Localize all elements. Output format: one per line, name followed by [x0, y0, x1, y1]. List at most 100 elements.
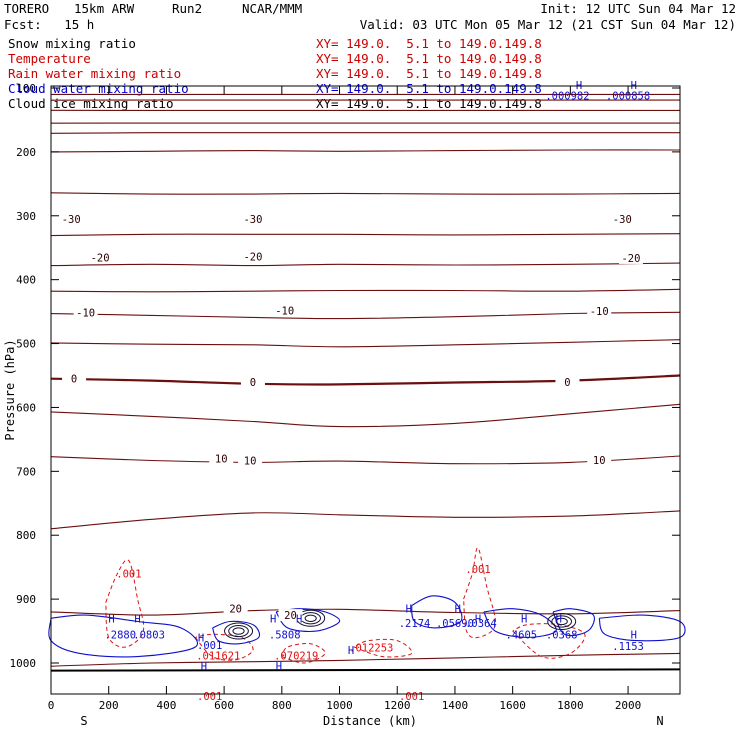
- high-marker: H: [270, 613, 276, 625]
- temperature-contour: [50, 608, 681, 616]
- high-marker: H: [348, 645, 354, 657]
- rain-label: .012253: [349, 643, 393, 655]
- y-tick-label: 500: [16, 338, 36, 351]
- x-tick-label: 0: [48, 699, 55, 712]
- temperature-label-bg: [238, 454, 263, 467]
- temperature-label-bg: [88, 251, 113, 264]
- cloud-core-ring: [547, 612, 577, 630]
- x-tick-label: 1200: [384, 699, 411, 712]
- temperature-contour: [50, 288, 681, 293]
- cloud-core-ring: [555, 617, 568, 626]
- cloud-water-label: .4605: [506, 629, 538, 641]
- temperature-label: -20: [243, 252, 262, 264]
- legend-cloudwater-name: Cloud water mixing ratio: [8, 81, 189, 96]
- cloud-core-ring: [224, 622, 254, 640]
- cloud-core-ring: [551, 615, 573, 628]
- temperature-label-bg: [278, 609, 303, 622]
- temperature-label: -30: [62, 214, 81, 226]
- temperature-label-bg: [587, 453, 612, 466]
- cloud-water-label: .000982: [545, 91, 589, 103]
- x-tick-label: 800: [272, 699, 292, 712]
- temperature-label: 10: [215, 454, 228, 466]
- cloud-water-label: .000858: [606, 91, 650, 103]
- legend-cloudwater-xy: XY= 149.0. 5.1 to 149.0.149.8: [316, 81, 542, 96]
- valid-time: Valid: 03 UTC Mon 05 Mar 12 (21 CST Sun …: [359, 17, 736, 32]
- y-tick-label: 800: [16, 529, 36, 542]
- rain-label: .001: [116, 569, 141, 581]
- x-tick-label: 1000: [326, 699, 353, 712]
- temperature-contour: [50, 149, 681, 153]
- temperature-contour: [50, 192, 681, 195]
- cloud-core-ring: [232, 627, 245, 635]
- high-marker: H: [198, 632, 204, 644]
- y-tick-label: 200: [16, 146, 36, 159]
- cloud-water-label: .2174: [399, 618, 431, 630]
- cloud-water-contour: [275, 608, 341, 633]
- x-tick-label: 2000: [615, 699, 642, 712]
- temperature-label: -10: [76, 307, 95, 319]
- cloud-core-ring: [304, 614, 317, 622]
- temperature-label: 0: [250, 377, 256, 389]
- temperature-label: -30: [613, 214, 632, 226]
- temperature-label: -30: [243, 214, 262, 226]
- temperature-label-bg: [62, 372, 87, 385]
- y-tick-label: 400: [16, 274, 36, 287]
- temperature-label-bg: [587, 304, 612, 317]
- high-marker: H: [134, 613, 140, 625]
- high-marker: H: [108, 613, 114, 625]
- cloud-core-ring: [228, 624, 249, 638]
- legend-temp-name: Temperature: [8, 51, 91, 66]
- cloud-water-label: .0368: [546, 629, 578, 641]
- moisture-contours: [48, 547, 686, 664]
- rain-contour: [281, 643, 326, 664]
- y-axis-label: Pressure (hPa): [3, 339, 17, 440]
- temperature-label-bg: [610, 212, 635, 225]
- temperature-contour: [50, 510, 681, 530]
- init-time: Init: 12 UTC Sun 04 Mar 12: [540, 1, 736, 16]
- run-label: Run2: [172, 1, 203, 16]
- high-marker: H: [475, 613, 481, 625]
- temperature-contour: [50, 311, 681, 320]
- rain-label: .070219: [274, 650, 318, 662]
- rain-contour: [105, 559, 145, 648]
- temperature-label: -20: [621, 253, 640, 265]
- temperature-label: 0: [71, 374, 77, 386]
- high-marker: H: [201, 661, 207, 673]
- legend-rain-name: Rain water mixing ratio: [8, 66, 182, 81]
- cloud-water-contour: [552, 608, 595, 637]
- cloud-core-ring: [300, 612, 321, 625]
- high-marker: H: [276, 661, 282, 673]
- cloud-water-label: .0364: [465, 618, 497, 630]
- temperature-label-bg: [59, 212, 84, 225]
- cloud-water-label: .5808: [269, 629, 301, 641]
- temperature-contour: [50, 403, 681, 428]
- temperature-label-bg: [73, 306, 98, 319]
- cloud-water-label: .2880: [104, 629, 136, 641]
- temperature-label: 20: [284, 610, 297, 622]
- cloud-water-label: .05690: [436, 618, 474, 630]
- model-name: TORERO: [4, 1, 50, 16]
- x-tick-label: 600: [214, 699, 234, 712]
- temperature-contour: [50, 652, 681, 667]
- temperature-label: 10: [244, 455, 257, 467]
- forecast-hour: Fcst: 15 h: [4, 17, 95, 32]
- temperature-contour: [50, 233, 681, 237]
- y-tick-label: 1000: [10, 657, 37, 670]
- temperature-label: 20: [229, 604, 242, 616]
- temperature-label-bg: [240, 250, 265, 263]
- org-label: NCAR/MMM: [242, 1, 303, 16]
- temperature-contour: [50, 455, 681, 465]
- temperature-label-bg: [209, 452, 234, 465]
- surface-line: [50, 668, 681, 672]
- cloud-water-label: .1153: [612, 641, 644, 653]
- legend-temp-xy: XY= 149.0. 5.1 to 149.0.149.8: [316, 51, 542, 66]
- temperature-label-bg: [223, 602, 248, 615]
- y-tick-label: 100: [16, 82, 36, 95]
- legend-rain-xy: XY= 149.0. 5.1 to 149.0.149.8: [316, 66, 542, 81]
- cloud-water-label: .001: [197, 640, 222, 652]
- cloud-water-contour: [411, 595, 463, 629]
- cloud-water-label: .0803: [133, 629, 165, 641]
- x-tick-label: 1600: [499, 699, 526, 712]
- y-tick-label: 900: [16, 593, 36, 606]
